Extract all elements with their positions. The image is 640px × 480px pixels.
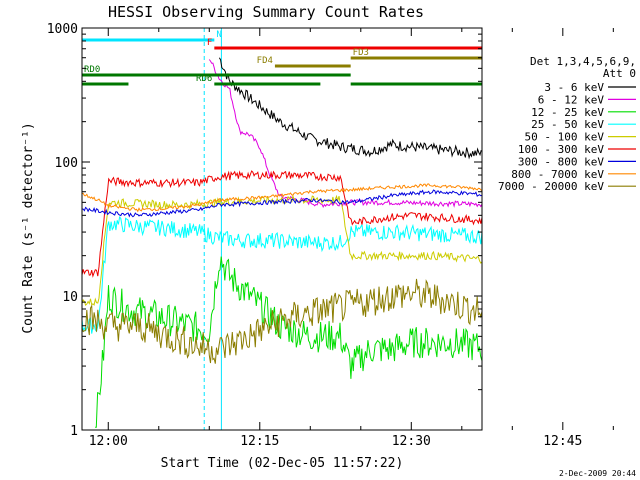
series-line-3 xyxy=(82,216,482,334)
flag-label-rd0: RD0 xyxy=(84,65,100,75)
y-tick-label: 100 xyxy=(55,156,78,171)
legend-entry-label: 50 - 100 keV xyxy=(525,131,605,144)
legend-entry-label: 800 - 7000 keV xyxy=(511,168,604,181)
series-line-4 xyxy=(82,194,482,306)
x-axis-label: Start Time (02-Dec-05 11:57:22) xyxy=(161,456,404,471)
series-line-6 xyxy=(82,189,482,218)
legend-entry-label: 25 - 50 keV xyxy=(531,118,604,131)
timestamp: 2-Dec-2009 20:44 xyxy=(559,469,636,478)
legend-entry-label: 6 - 12 keV xyxy=(538,93,605,106)
x-tick-label: 12:15 xyxy=(240,434,279,449)
legend-entry-label: 300 - 800 keV xyxy=(518,155,604,168)
y-tick-label: 10 xyxy=(62,290,78,305)
y-tick-label: 1000 xyxy=(47,22,78,37)
legend-entry-label: 12 - 25 keV xyxy=(531,106,604,119)
flag-label-n: N xyxy=(216,30,221,40)
series-line-5 xyxy=(82,170,482,278)
series-line-1 xyxy=(208,59,482,209)
flag-label-fd4: FD4 xyxy=(257,56,273,66)
legend-header-line: Att 0 xyxy=(603,67,636,80)
flag-label-fd3: FD3 xyxy=(353,48,369,58)
flag-label-rd6: RD6 xyxy=(196,74,212,84)
series-line-0 xyxy=(218,57,482,160)
y-axis-label: Count Rate (s⁻¹ detector⁻¹) xyxy=(21,122,36,333)
y-tick-label: 1 xyxy=(70,424,78,439)
x-tick-label: 12:45 xyxy=(543,434,582,449)
series-line-2 xyxy=(95,256,482,428)
legend-entry-label: 100 - 300 keV xyxy=(518,143,604,156)
chart-title: HESSI Observing Summary Count Rates xyxy=(108,3,424,21)
flag-label-f: F xyxy=(207,38,212,48)
x-tick-label: 12:30 xyxy=(392,434,431,449)
legend-header-line: Det 1,3,4,5,6,9, xyxy=(530,55,636,68)
series-line-7 xyxy=(82,183,482,213)
legend-entry-label: 3 - 6 keV xyxy=(544,81,604,94)
series-line-8 xyxy=(82,278,482,364)
plot-frame xyxy=(81,27,483,431)
legend-entry-label: 7000 - 20000 keV xyxy=(498,180,604,193)
x-tick-label: 12:00 xyxy=(89,434,128,449)
